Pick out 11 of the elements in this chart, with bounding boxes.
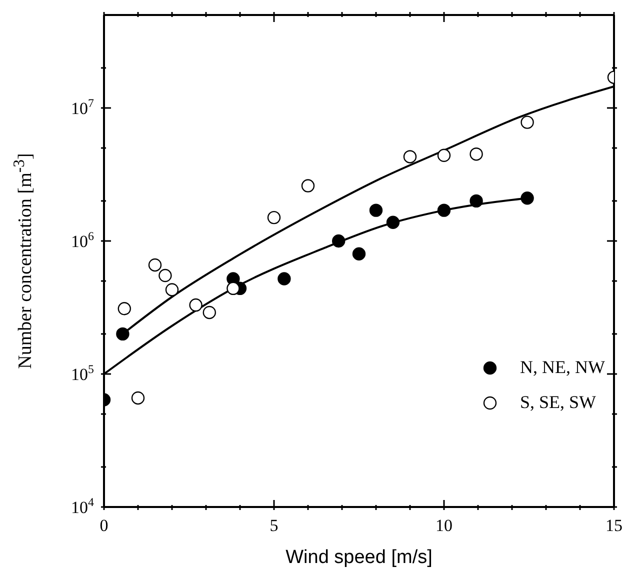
x-tick-label: 0 (100, 516, 108, 535)
x-axis-title: Wind speed [m/s] (284, 547, 434, 569)
x-tick-label: 10 (436, 516, 452, 535)
y-tick-label: 10$^{5}$ (71, 362, 94, 384)
legend-label: N, NE, NW (520, 357, 605, 378)
legend-label: S, SE, SW (520, 392, 596, 413)
y-tick-label: 10$^{4}$ (71, 495, 94, 517)
y-tick-label: 10$^{6}$ (71, 228, 94, 251)
y-tick-label: 10$^{7}$ (71, 96, 94, 118)
x-tick-label: 15 (606, 516, 622, 535)
x-tick-label: 5 (270, 516, 278, 535)
